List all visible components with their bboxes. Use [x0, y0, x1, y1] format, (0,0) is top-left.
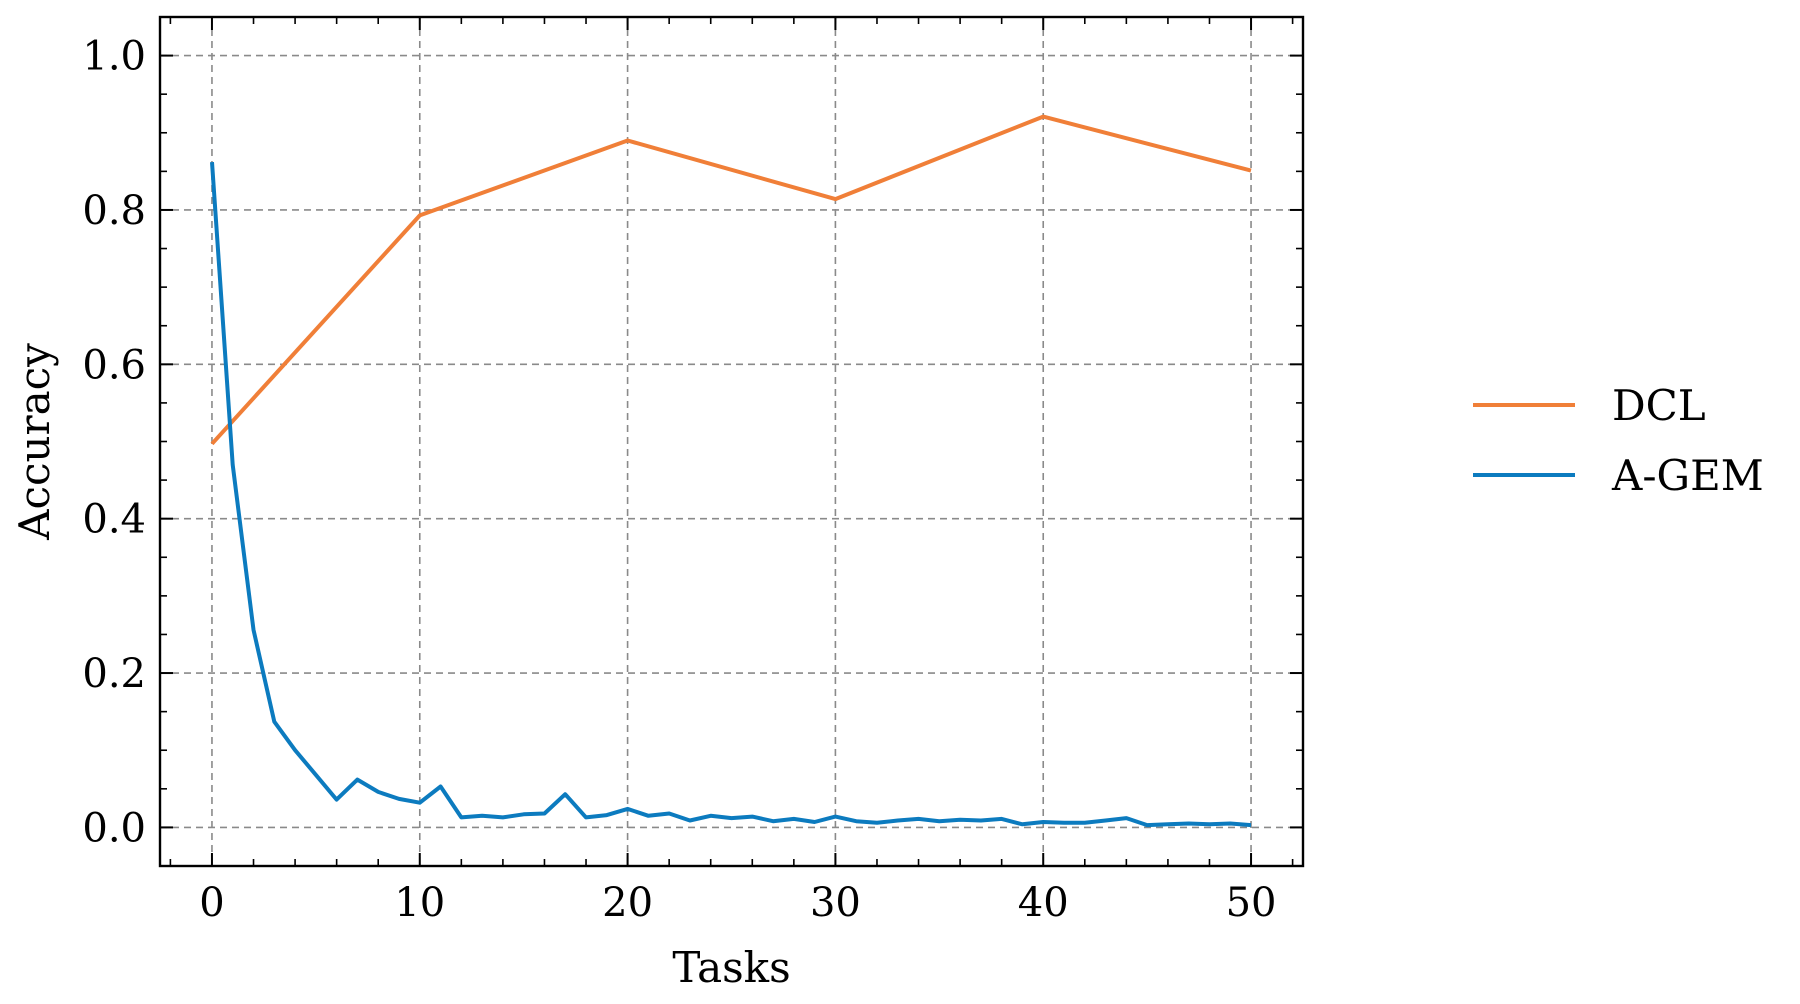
- x-tick-label: 10: [394, 880, 445, 926]
- series-line-a-gem: [210, 161, 1252, 828]
- y-tick-label: 0.4: [82, 497, 146, 543]
- legend: DCL A-GEM: [1473, 381, 1764, 500]
- y-tick-label: 1.0: [82, 34, 146, 80]
- grid-lines: [160, 17, 1303, 866]
- y-axis-title: Accuracy: [10, 343, 59, 541]
- plot-frame: [158, 15, 1305, 868]
- tick-labels: 0 10 20 30 40 50 0.0 0.2 0.4 0.6 0.8 1.0: [82, 34, 1276, 926]
- legend-label: A-GEM: [1611, 451, 1764, 500]
- y-tick-label: 0.8: [82, 188, 146, 234]
- y-tick-label: 0.6: [82, 342, 146, 388]
- series-lines: [210, 114, 1252, 828]
- series-line-dcl: [210, 114, 1252, 446]
- legend-label: DCL: [1612, 381, 1706, 430]
- x-tick-label: 40: [1018, 880, 1069, 926]
- axis-ticks: [160, 16, 1303, 867]
- x-tick-label: 30: [810, 880, 861, 926]
- y-tick-label: 0.0: [82, 805, 146, 851]
- x-axis-title: Tasks: [672, 943, 790, 992]
- y-tick-label: 0.2: [82, 651, 146, 697]
- x-tick-label: 50: [1226, 880, 1277, 926]
- x-tick-label: 20: [602, 880, 653, 926]
- x-tick-label: 0: [199, 880, 224, 926]
